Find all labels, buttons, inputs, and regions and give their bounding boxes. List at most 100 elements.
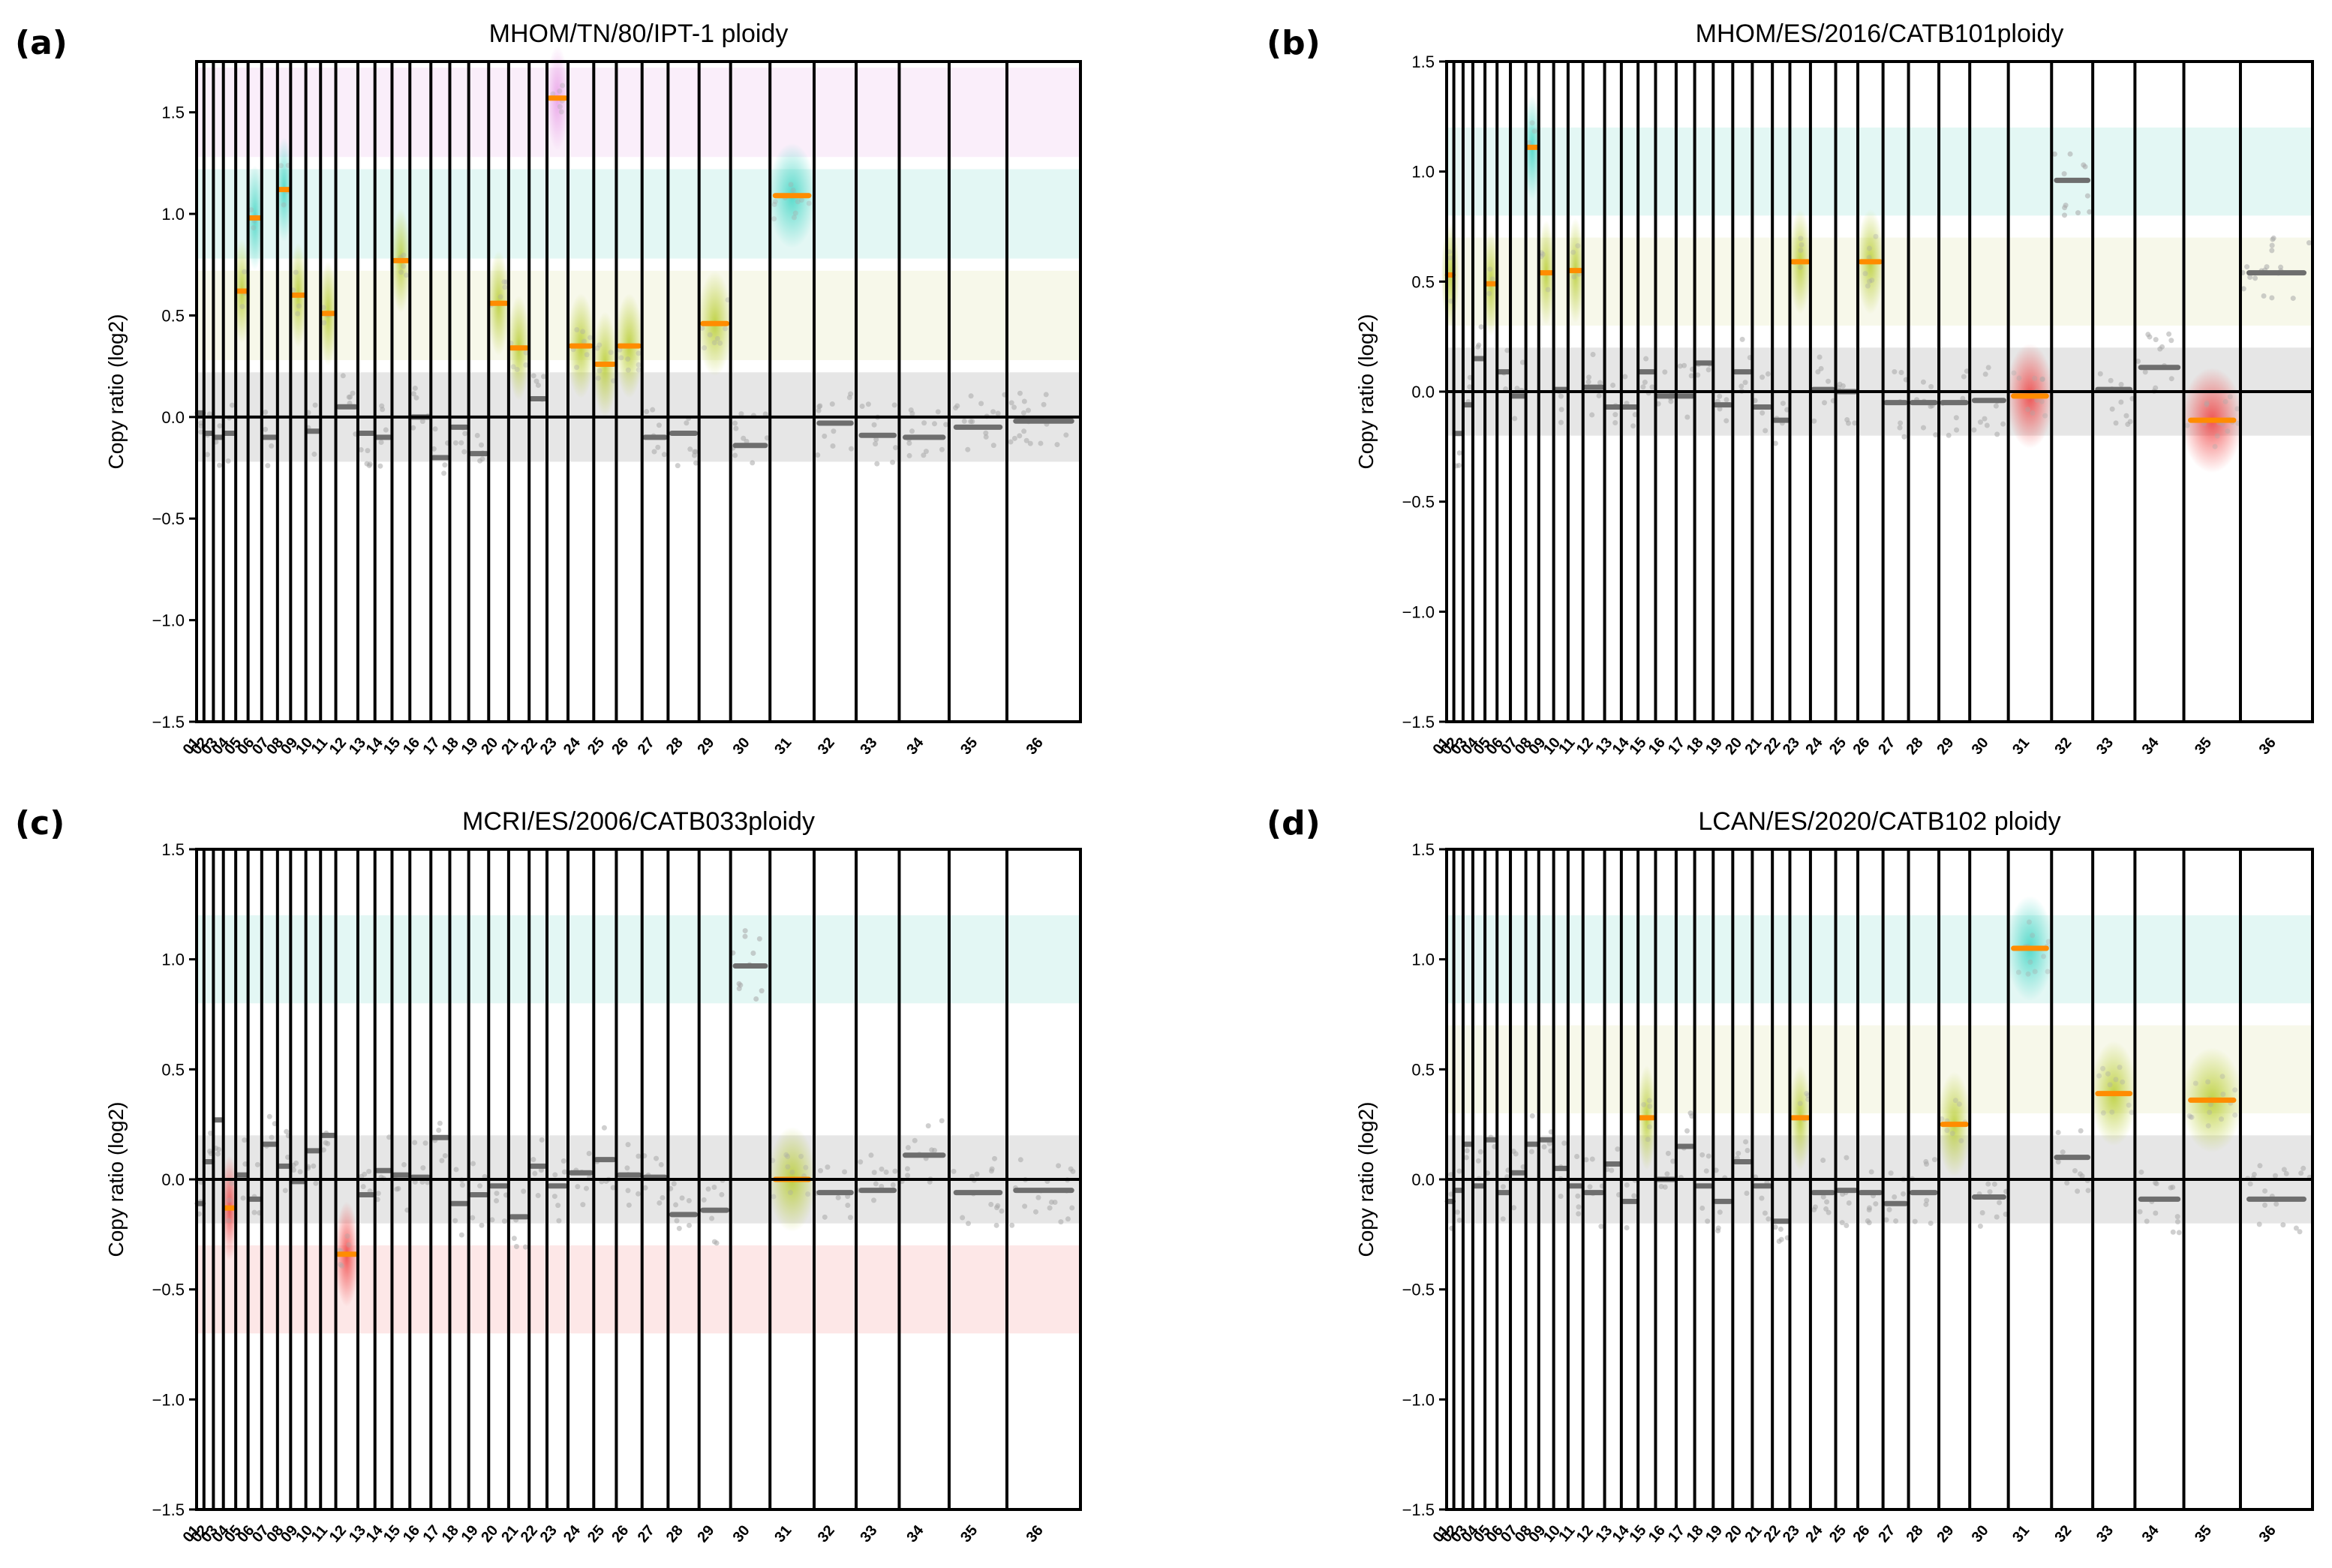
bin-point	[1011, 404, 1017, 410]
bin-point	[822, 433, 828, 439]
y-tick-label: 1.0	[1411, 163, 1435, 182]
bin-point	[1797, 1101, 1803, 1107]
bin-point	[2262, 1202, 2268, 1208]
bin-point	[510, 364, 516, 370]
bin-point	[242, 269, 248, 275]
bin-point	[2269, 242, 2275, 248]
bin-point	[1762, 1210, 1768, 1216]
bin-point	[1571, 274, 1577, 280]
x-tick-label: 25	[585, 1522, 608, 1545]
bin-point	[1519, 359, 1525, 365]
bin-point	[1699, 1152, 1705, 1158]
bin-point	[2144, 1218, 2150, 1224]
y-tick-label: 1.0	[161, 205, 185, 224]
bin-point	[805, 1191, 811, 1197]
bin-point	[523, 350, 529, 356]
x-tick-label: 29	[694, 734, 717, 758]
bin-point	[983, 434, 989, 440]
bin-point	[2273, 1201, 2279, 1207]
bin-point	[583, 1185, 589, 1191]
bin-point	[431, 446, 437, 452]
y-tick-label: 1.5	[1411, 53, 1435, 71]
x-tick-label: 29	[694, 1522, 717, 1545]
bin-point	[865, 401, 871, 407]
bin-point	[1017, 390, 1023, 396]
bin-point	[511, 1236, 517, 1242]
bin-point	[1705, 1153, 1711, 1159]
bin-point	[293, 1160, 299, 1166]
bin-point	[595, 375, 601, 381]
bin-point	[2100, 1110, 2106, 1116]
bin-point	[293, 269, 299, 275]
bin-point	[2220, 1092, 2226, 1098]
x-tick-label: 29	[1934, 1522, 1957, 1545]
bin-point	[1631, 1193, 1637, 1199]
bin-point	[489, 1217, 495, 1223]
bin-point	[2214, 433, 2220, 439]
x-tick-label: 24	[1802, 734, 1826, 758]
bin-point	[1670, 1158, 1676, 1164]
bin-point	[1069, 1205, 1075, 1211]
bin-point	[2135, 358, 2141, 364]
bin-point	[1630, 423, 1636, 429]
bin-point	[1949, 1131, 1955, 1137]
y-tick-label: 0.0	[161, 408, 185, 427]
x-tick-label: 24	[1802, 1521, 1826, 1545]
bin-point	[686, 1222, 692, 1228]
bin-point	[1529, 120, 1535, 126]
bin-point	[452, 440, 458, 446]
bin-point	[217, 423, 223, 429]
x-tick-label: 27	[635, 734, 658, 758]
bin-point	[439, 1158, 445, 1164]
bin-point	[791, 215, 797, 221]
bin-point	[239, 304, 245, 310]
bin-point	[636, 367, 642, 373]
bin-point	[1597, 380, 1603, 386]
bin-point	[978, 401, 984, 407]
bin-point	[2278, 264, 2284, 270]
y-tick-label: −1.5	[152, 713, 185, 731]
bin-point	[1558, 407, 1564, 413]
bin-point	[2227, 394, 2233, 400]
bin-point	[1514, 386, 1520, 392]
bin-point	[1038, 440, 1044, 446]
bin-point	[1456, 1168, 1462, 1174]
bin-point	[691, 452, 697, 458]
bin-point	[2204, 400, 2210, 406]
bin-point	[1598, 1224, 1604, 1230]
bin-point	[1456, 450, 1462, 456]
y-tick-label: 0.5	[161, 306, 185, 325]
bin-point	[2174, 1219, 2180, 1225]
bin-point	[968, 419, 974, 425]
bin-point	[709, 1215, 715, 1221]
bin-point	[1684, 414, 1690, 420]
bin-point	[1664, 1171, 1670, 1177]
bin-point	[2153, 1180, 2159, 1186]
bin-point	[1852, 420, 1858, 426]
bin-point	[1717, 406, 1723, 412]
bin-point	[1994, 431, 2000, 437]
bin-point	[420, 1165, 426, 1171]
bin-point	[1017, 1157, 1023, 1163]
bin-point	[2113, 420, 2119, 426]
bin-point	[285, 1154, 291, 1160]
y-tick-label: −1.5	[1402, 1500, 1435, 1519]
bin-point	[787, 1190, 793, 1196]
x-tick-label: 27	[1875, 734, 1898, 758]
bin-point	[1065, 1216, 1071, 1222]
bin-point	[871, 422, 877, 428]
bin-point	[2170, 1229, 2176, 1235]
bin-point	[965, 446, 971, 452]
bin-point	[375, 1191, 381, 1197]
bin-point	[533, 378, 539, 384]
bin-point	[1912, 1218, 1918, 1224]
bin-point	[1798, 248, 1804, 254]
bin-point	[2153, 1210, 2159, 1216]
bin-point	[1868, 1169, 1874, 1175]
bin-point	[655, 444, 661, 450]
bin-point	[1590, 352, 1596, 358]
bin-point	[432, 426, 438, 432]
x-tick-label: 32	[2051, 734, 2075, 758]
x-tick-label: 30	[730, 734, 753, 758]
